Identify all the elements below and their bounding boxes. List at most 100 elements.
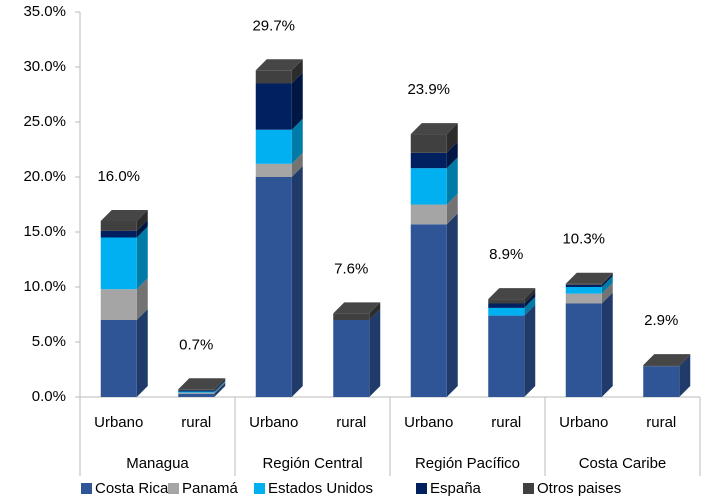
bar-top [255,59,303,71]
bar [100,320,137,397]
x-tick-label: Urbano [94,414,143,431]
bar-side [136,309,148,397]
bar [333,313,370,320]
y-tick-label: 5.0% [32,333,66,350]
bar [178,391,215,393]
y-tick-label: 15.0% [23,223,66,240]
bar [255,83,292,130]
data-label: 8.9% [489,246,523,263]
bar [100,221,137,231]
bar [100,237,137,290]
bar-side [369,309,381,397]
bar [100,289,137,320]
y-tick-label: 35.0% [23,3,66,20]
bar-side [524,288,536,304]
bar-side [214,378,226,391]
bar [333,320,370,397]
legend-label: Otros paises [537,480,621,497]
legend-swatch [81,483,92,494]
bar-side [601,273,613,287]
x-tick-label: Urbano [249,414,298,431]
bar-side [524,304,536,397]
bar [410,224,447,397]
legend-swatch [523,483,534,494]
bar-top [333,302,381,314]
bar [643,366,680,397]
x-tick-label: rural [181,414,211,431]
bar [410,168,447,205]
bar [643,365,680,367]
bar [255,177,292,397]
bar [565,303,602,397]
bar-top [643,354,691,366]
legend-swatch [416,483,427,494]
group-label: Región Pacífico [415,455,520,472]
bar-side [214,380,226,393]
data-label: 23.9% [407,81,450,98]
group-label: Costa Caribe [579,455,667,472]
data-label: 7.6% [334,260,368,277]
bar-side [369,302,381,320]
bar [488,315,525,397]
bar-side [446,123,458,153]
bar-top [410,123,458,135]
x-tick-label: Urbano [559,414,608,431]
legend-label: Costa Rica [95,480,169,497]
bar-side [136,219,148,238]
bar [255,129,292,164]
bar [565,283,602,285]
bar [488,299,525,304]
bar-side [214,382,226,397]
legend-label: Estados Unidos [268,480,373,497]
bar [410,152,447,169]
legend-label: España [430,480,482,497]
bar-side [291,72,303,130]
y-tick-label: 30.0% [23,58,66,75]
bar-top [100,210,148,221]
data-label: 2.9% [644,312,678,329]
bar-side [291,59,303,84]
x-tick-label: rural [646,414,676,431]
data-label: 10.3% [562,231,605,248]
bar-side [446,157,458,205]
legend-swatch [168,483,179,494]
y-tick-label: 0.0% [32,388,66,405]
bar-side [291,152,303,177]
bar-side [679,355,691,397]
bar-side [524,296,536,316]
bar-side [214,379,226,392]
bar-top [178,378,226,390]
bar-side [679,354,691,367]
bar [178,392,215,394]
bar-top [565,272,613,284]
bar-top [488,288,536,300]
bar [178,390,215,392]
bar [255,70,292,84]
bar-side [291,166,303,397]
bar [178,393,215,397]
bar [410,134,447,153]
bar [488,307,525,316]
data-label: 29.7% [252,17,295,34]
bar [488,303,525,308]
bar [410,204,447,225]
bar-side [601,282,613,304]
bar-side [136,278,148,320]
bar-side [601,292,613,397]
bar-side [601,272,613,285]
bar-side [214,381,226,394]
data-label: 0.7% [179,336,213,353]
bar-side [446,193,458,225]
legend-label: Panamá [182,480,239,497]
bar [178,389,215,391]
group-label: Managua [126,455,189,472]
bar-side [446,213,458,397]
bar-side [136,210,148,231]
y-tick-label: 20.0% [23,168,66,185]
bar [565,293,602,304]
x-tick-label: rural [491,414,521,431]
y-tick-label: 10.0% [23,278,66,295]
bar-side [601,276,613,294]
legend-swatch [254,483,265,494]
